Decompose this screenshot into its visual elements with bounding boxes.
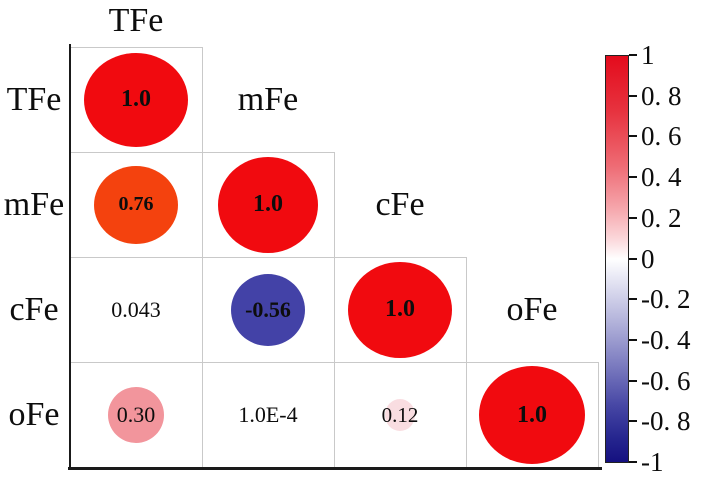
correlation-value-label: 1.0 <box>253 191 283 217</box>
grid-line-horizontal <box>70 257 466 258</box>
correlation-circle <box>94 165 178 244</box>
correlation-circle <box>231 273 305 346</box>
colorbar-tick-label: 0. 4 <box>641 162 682 193</box>
grid-line-horizontal <box>70 362 598 363</box>
colorbar-tick-label: 0. 6 <box>641 121 682 152</box>
colorbar-tick-label: 1 <box>641 40 655 70</box>
colorbar-tick <box>629 338 637 341</box>
correlation-value-label: 1.0E-4 <box>238 402 298 427</box>
correlation-value-label: 1.0 <box>517 401 547 428</box>
colorbar-tick <box>629 461 637 463</box>
colorbar-tick <box>629 298 637 301</box>
correlation-value-label: 1.0 <box>121 86 151 112</box>
correlation-value-label: 0.043 <box>111 296 161 322</box>
correlation-value-label: 0.76 <box>118 193 154 215</box>
column-header-label: TFe <box>108 2 164 39</box>
colorbar-tick-label: 0. 2 <box>641 202 682 233</box>
correlation-value-label: -0.56 <box>245 296 291 322</box>
colorbar-tick-label: -0. 8 <box>641 406 691 437</box>
correlation-circle <box>218 156 318 253</box>
colorbar-tick <box>629 216 637 219</box>
colorbar-tick-label: -1 <box>641 447 664 477</box>
colorbar-tick <box>629 176 637 179</box>
colorbar-tick-label: -0. 2 <box>641 284 691 315</box>
correlation-circle <box>385 399 415 431</box>
colorbar-tick <box>629 420 637 423</box>
colorbar-gradient <box>605 55 629 463</box>
correlation-value-label: 1.0 <box>385 296 415 322</box>
y-axis-line <box>68 44 71 469</box>
variable-diagonal-label: cFe <box>375 185 425 223</box>
colorbar-tick <box>629 135 637 138</box>
colorbar-tick <box>629 94 637 97</box>
correlation-circle <box>348 261 452 358</box>
variable-row-label: cFe <box>9 290 59 328</box>
grid-line-horizontal <box>70 47 202 48</box>
variable-diagonal-label: mFe <box>237 80 299 118</box>
variable-row-label: TFe <box>6 80 62 118</box>
colorbar-tick-label: -0. 6 <box>641 365 691 396</box>
colorbar-tick-label: 0 <box>641 243 655 274</box>
colorbar-tick-label: 0. 8 <box>641 80 682 111</box>
colorbar-tick <box>629 54 637 56</box>
x-axis-line <box>68 466 602 470</box>
variable-row-label: mFe <box>3 185 65 223</box>
variable-row-label: oFe <box>8 396 60 433</box>
correlation-value-label: 0.30 <box>116 402 156 427</box>
correlation-circle <box>84 52 188 147</box>
colorbar-tick-label: -0. 4 <box>641 324 691 355</box>
grid-line-horizontal <box>70 152 334 153</box>
correlation-circle <box>108 387 164 443</box>
variable-diagonal-label: oFe <box>506 290 558 328</box>
colorbar-tick <box>629 379 637 382</box>
grid-line-vertical <box>334 152 335 468</box>
correlation-circle <box>479 366 585 464</box>
grid-line-vertical <box>598 362 599 468</box>
colorbar-tick <box>629 257 637 260</box>
correlation-value-label: 0.12 <box>381 402 419 427</box>
